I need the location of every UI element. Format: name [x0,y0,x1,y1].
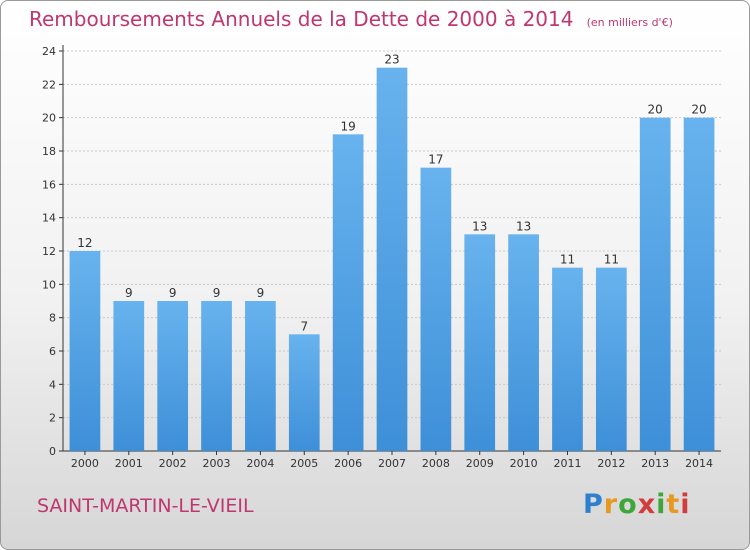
bar [508,234,539,451]
data-label: 20 [648,103,663,117]
bar [464,234,496,451]
x-tick-label: 2001 [115,457,143,470]
data-label: 19 [340,119,355,133]
bar [69,251,101,451]
x-tick-label: 2000 [71,457,99,470]
chart-title: Remboursements Annuels de la Dette de 20… [29,7,574,31]
chart-unit: (en milliers d'€) [586,16,673,29]
data-label: 17 [428,153,443,167]
commune-name: SAINT-MARTIN-LE-VIEIL [37,495,254,517]
data-label: 9 [125,286,133,300]
y-tick-label: 4 [49,378,56,391]
data-label: 20 [691,103,706,117]
x-tick-label: 2011 [553,457,581,470]
data-label: 23 [384,53,399,67]
bar [288,334,320,451]
y-tick-label: 20 [42,112,56,125]
x-tick-label: 2012 [597,457,625,470]
data-label: 9 [213,286,221,300]
data-label: 13 [472,219,487,233]
bar [420,167,452,451]
x-tick-label: 2005 [290,457,318,470]
bar [376,67,408,452]
proxiti-logo: Proxiti [583,489,691,520]
x-tick-label: 2013 [641,457,669,470]
x-tick-label: 2002 [159,457,187,470]
x-tick-label: 2003 [203,457,231,470]
data-label: 9 [169,286,177,300]
y-tick-label: 22 [42,78,56,91]
y-tick-label: 6 [49,345,56,358]
bar [332,134,364,452]
y-tick-label: 14 [42,212,56,225]
data-label: 12 [77,236,92,250]
x-tick-label: 2006 [334,457,362,470]
chart-title-block: Remboursements Annuels de la Dette de 20… [29,7,673,31]
bar [113,301,145,451]
data-label: 7 [300,319,308,333]
x-tick-label: 2009 [466,457,494,470]
bar [639,117,671,452]
bar [595,267,627,451]
data-label: 11 [560,253,575,267]
y-tick-label: 12 [42,245,56,258]
x-tick-label: 2008 [422,457,450,470]
data-label: 13 [516,219,531,233]
bar [552,267,583,451]
x-tick-label: 2014 [685,457,713,470]
x-tick-label: 2007 [378,457,406,470]
x-tick-label: 2004 [246,457,274,470]
bar [157,301,189,451]
y-tick-label: 24 [42,45,56,58]
y-tick-label: 2 [49,412,56,425]
x-tick-label: 2010 [510,457,538,470]
data-label: 9 [257,286,265,300]
y-tick-label: 16 [42,178,56,191]
bar [683,117,715,452]
y-tick-label: 8 [49,312,56,325]
y-tick-label: 0 [49,445,56,458]
data-label: 11 [604,253,619,267]
y-tick-label: 10 [42,278,56,291]
bar [201,301,232,451]
bar [245,301,276,451]
y-tick-label: 18 [42,145,56,158]
